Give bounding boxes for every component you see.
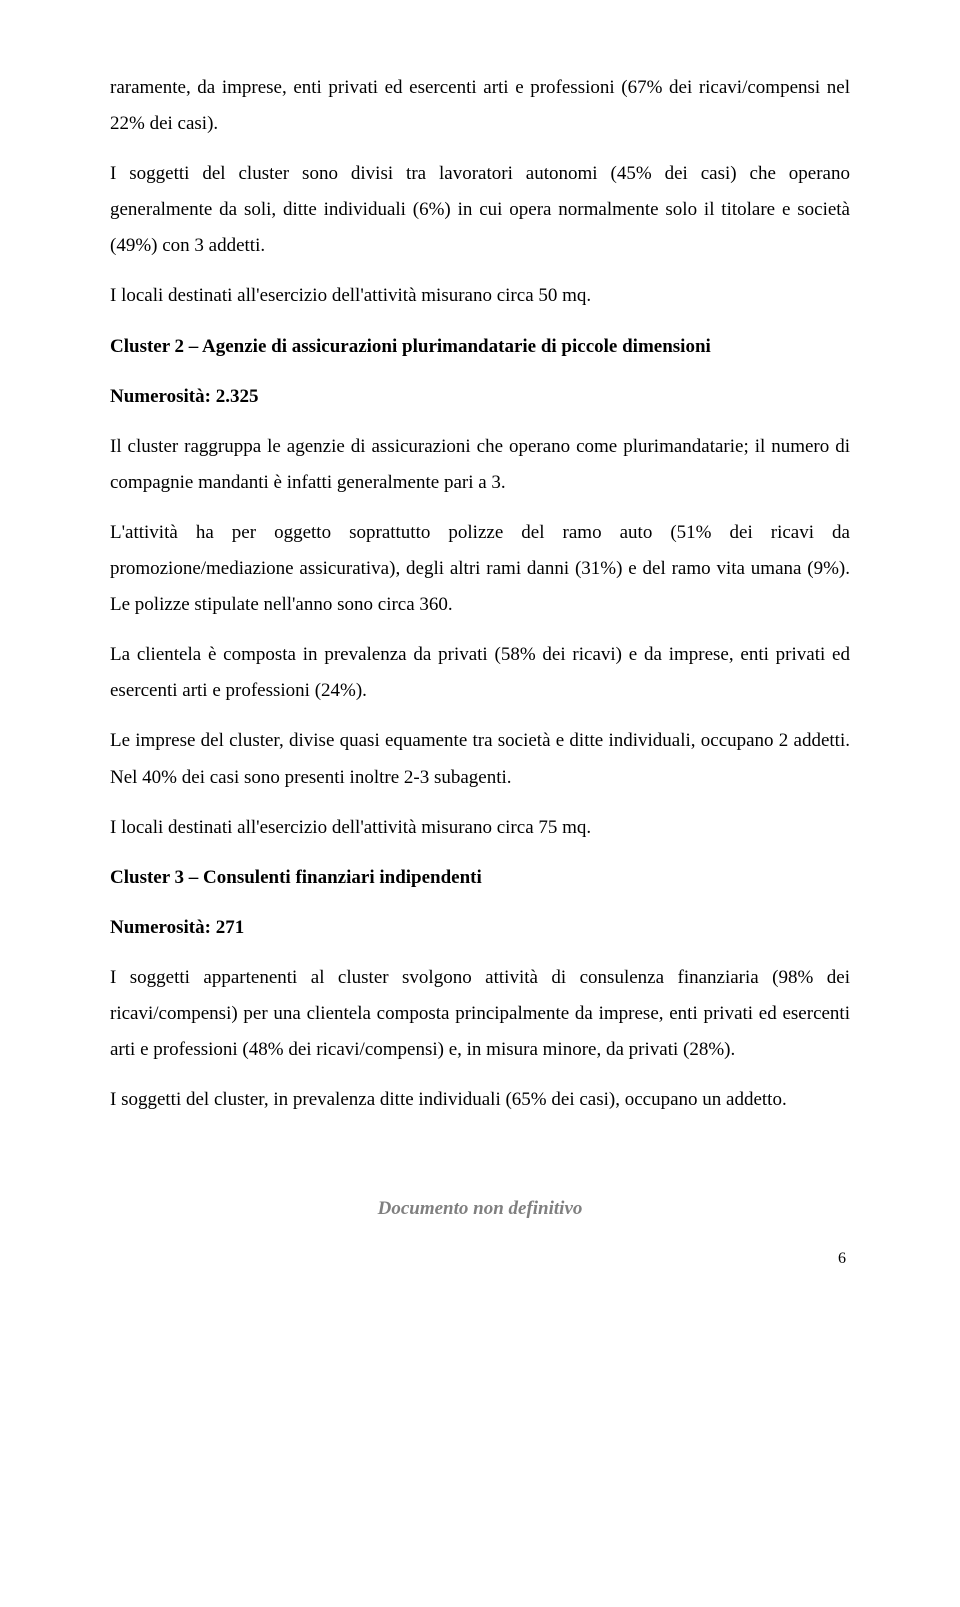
paragraph: Le imprese del cluster, divise quasi equ… [110,723,850,795]
cluster-2-heading: Cluster 2 – Agenzie di assicurazioni plu… [110,329,850,365]
paragraph: I soggetti appartenenti al cluster svolg… [110,960,850,1068]
paragraph: I locali destinati all'esercizio dell'at… [110,278,850,314]
paragraph: La clientela è composta in prevalenza da… [110,637,850,709]
paragraph: I soggetti del cluster sono divisi tra l… [110,156,850,264]
cluster-2-numerosita: Numerosità: 2.325 [110,379,850,415]
cluster-3-numerosita: Numerosità: 271 [110,910,850,946]
paragraph: L'attività ha per oggetto soprattutto po… [110,515,850,623]
page-number: 6 [110,1250,850,1268]
paragraph: I locali destinati all'esercizio dell'at… [110,810,850,846]
cluster-3-heading: Cluster 3 – Consulenti finanziari indipe… [110,860,850,896]
footer-title: Documento non definitivo [378,1198,583,1219]
paragraph: Il cluster raggruppa le agenzie di assic… [110,429,850,501]
footer: Documento non definitivo [110,1198,850,1220]
paragraph: I soggetti del cluster, in prevalenza di… [110,1082,850,1118]
paragraph: raramente, da imprese, enti privati ed e… [110,70,850,142]
